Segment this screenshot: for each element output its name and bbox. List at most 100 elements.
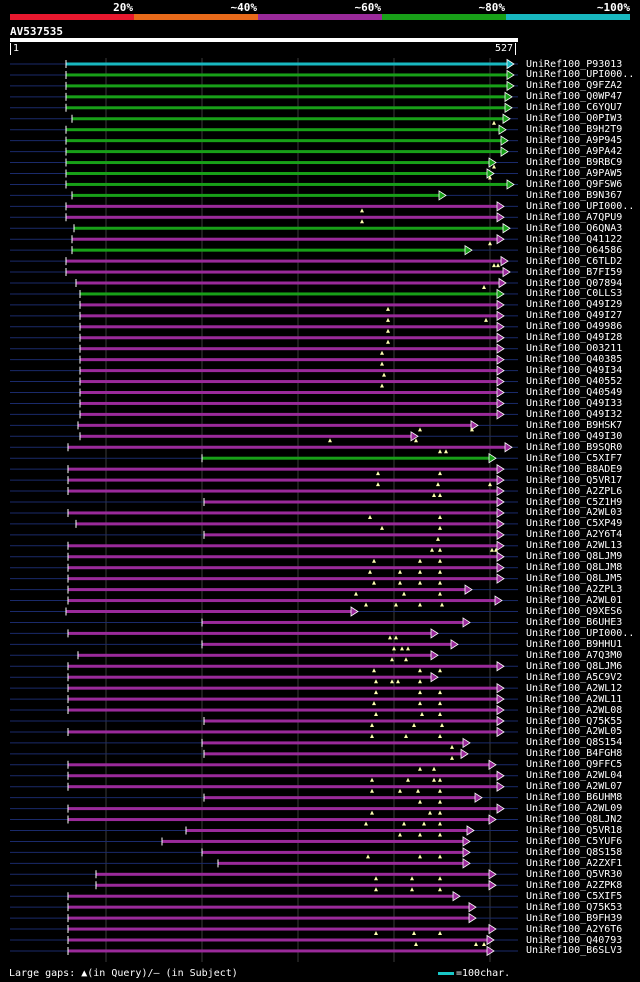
hit-label[interactable]: UniRef100_O03211 xyxy=(526,343,623,355)
hit-label[interactable]: UniRef100_Q75K53 xyxy=(526,901,623,913)
hit-label[interactable]: UniRef100_A2ZXF1 xyxy=(526,857,623,869)
query-gap-marker xyxy=(444,449,448,454)
hit-bar xyxy=(68,905,470,909)
hit-arrow xyxy=(488,452,497,464)
hit-label[interactable]: UniRef100_O64586 xyxy=(526,244,623,256)
hit-label[interactable]: UniRef100_B8ADE9 xyxy=(526,463,623,475)
hit-label[interactable]: UniRef100_A2WL04 xyxy=(526,770,623,782)
hit-label[interactable]: UniRef100_B9FH39 xyxy=(526,912,623,924)
hit-label[interactable]: UniRef100_A2WL13 xyxy=(526,540,623,552)
hit-label[interactable]: UniRef100_Q8LJM9 xyxy=(526,551,623,563)
hit-label[interactable]: UniRef100_A2WL09 xyxy=(526,803,623,815)
query-gap-marker xyxy=(380,383,384,388)
hit-label[interactable]: UniRef100_Q40552 xyxy=(526,376,623,388)
hit-label[interactable]: UniRef100_A7Q3M0 xyxy=(526,649,623,661)
hit-arrow xyxy=(486,934,495,946)
hit-label[interactable]: UniRef100_Q8LJN2 xyxy=(526,814,623,826)
hit-label[interactable]: UniRef100_B9N367 xyxy=(526,189,623,201)
query-gap-marker xyxy=(438,514,442,519)
hit-label[interactable]: UniRef100_Q9FFC5 xyxy=(526,759,623,771)
hit-label[interactable]: UniRef100_B9SQR0 xyxy=(526,441,623,453)
hit-label[interactable]: UniRef100_Q8S158 xyxy=(526,846,623,858)
query-gap-marker xyxy=(438,788,442,793)
hit-label[interactable]: UniRef100_Q0PIW3 xyxy=(526,113,623,125)
hit-label[interactable]: UniRef100_A5C9V2 xyxy=(526,671,623,683)
hit-label[interactable]: UniRef100_Q5VR17 xyxy=(526,474,623,486)
hit-arrow xyxy=(496,507,505,519)
hit-label[interactable]: UniRef100_P93013 xyxy=(526,58,623,70)
hit-label[interactable]: UniRef100_Q6QNA3 xyxy=(526,222,623,234)
hit-label[interactable]: UniRef100_A2WL03 xyxy=(526,507,623,519)
hit-label[interactable]: UniRef100_A2Y6T4 xyxy=(526,529,623,541)
hit-label[interactable]: UniRef100_Q40793 xyxy=(526,934,623,946)
hit-label[interactable]: UniRef100_A2WL12 xyxy=(526,682,623,694)
hit-label[interactable]: UniRef100_Q49I27 xyxy=(526,310,623,322)
hit-label[interactable]: UniRef100_C0LLS3 xyxy=(526,288,623,300)
hit-label[interactable]: UniRef100_Q0WP47 xyxy=(526,91,623,103)
hit-label[interactable]: UniRef100_Q75K55 xyxy=(526,715,623,727)
hit-arrow xyxy=(496,562,505,573)
hit-label[interactable]: UniRef100_C6YQU7 xyxy=(526,102,623,114)
query-gap-marker xyxy=(470,427,474,432)
hit-label[interactable]: UniRef100_Q9FZA2 xyxy=(526,80,623,92)
hit-label[interactable]: UniRef100_C5YUF6 xyxy=(526,835,623,847)
hit-label[interactable]: UniRef100_Q5VR30 xyxy=(526,868,623,880)
hit-label[interactable]: UniRef100_A2ZPK8 xyxy=(526,879,623,891)
hit-bar xyxy=(162,839,464,843)
query-gap-marker xyxy=(428,810,432,815)
hit-label[interactable]: UniRef100_A9PAW5 xyxy=(526,168,623,179)
hit-label[interactable]: UniRef100_Q07894 xyxy=(526,277,623,289)
hit-label[interactable]: UniRef100_UPI000.. xyxy=(526,627,635,639)
legend-label-20: 20% xyxy=(113,1,133,14)
hit-label[interactable]: UniRef100_A2WL07 xyxy=(526,781,623,793)
hit-label[interactable]: UniRef100_Q9FSW6 xyxy=(526,178,623,190)
hit-label[interactable]: UniRef100_A2WL05 xyxy=(526,726,623,738)
hit-label[interactable]: UniRef100_A7QPU9 xyxy=(526,211,623,223)
hit-label[interactable]: UniRef100_B9RBC9 xyxy=(526,157,623,169)
hit-label[interactable]: UniRef100_A2ZPL3 xyxy=(526,584,623,596)
hit-label[interactable]: UniRef100_Q41122 xyxy=(526,233,623,245)
hit-label[interactable]: UniRef100_B9HHU1 xyxy=(526,638,623,650)
hit-label[interactable]: UniRef100_Q49I33 xyxy=(526,397,623,409)
hit-label[interactable]: UniRef100_A2WL01 xyxy=(526,595,623,607)
hit-label[interactable]: UniRef100_Q8LJM8 xyxy=(526,562,623,574)
hit-label[interactable]: UniRef100_Q49I32 xyxy=(526,408,623,420)
hit-label[interactable]: UniRef100_Q49I29 xyxy=(526,299,623,311)
hit-bar xyxy=(218,861,464,865)
hit-label[interactable]: UniRef100_B6UHE3 xyxy=(526,616,623,628)
hit-label[interactable]: UniRef100_B7FI59 xyxy=(526,266,623,278)
hit-label[interactable]: UniRef100_Q9XES6 xyxy=(526,606,623,617)
hit-bar xyxy=(68,686,498,690)
hit-label[interactable]: UniRef100_Q8LJM6 xyxy=(526,660,623,672)
hit-label[interactable]: UniRef100_C5Z1H9 xyxy=(526,496,623,508)
query-gap-marker xyxy=(438,668,442,673)
hit-label[interactable]: UniRef100_Q49I34 xyxy=(526,365,623,377)
hit-label[interactable]: UniRef100_C5XP49 xyxy=(526,518,623,530)
hit-label[interactable]: UniRef100_B4FGH8 xyxy=(526,748,623,760)
hit-label[interactable]: UniRef100_C6TLD2 xyxy=(526,255,623,267)
hit-label[interactable]: UniRef100_Q49I30 xyxy=(526,430,623,442)
hit-label[interactable]: UniRef100_O49986 xyxy=(526,321,623,333)
hit-label[interactable]: UniRef100_Q40385 xyxy=(526,354,623,366)
query-gap-marker xyxy=(418,690,422,695)
hit-label[interactable]: UniRef100_Q8S154 xyxy=(526,737,623,749)
hit-label[interactable]: UniRef100_B6SLV3 xyxy=(526,945,623,957)
hit-label[interactable]: UniRef100_C5XIF7 xyxy=(526,452,623,464)
hit-label[interactable]: UniRef100_Q5VR18 xyxy=(526,825,623,836)
hit-label[interactable]: UniRef100_Q40549 xyxy=(526,387,623,398)
hit-label[interactable]: UniRef100_A2WL08 xyxy=(526,704,623,716)
hit-label[interactable]: UniRef100_UPI000.. xyxy=(526,69,635,81)
hit-label[interactable]: UniRef100_A2ZPL6 xyxy=(526,485,623,497)
hit-label[interactable]: UniRef100_Q8LJM5 xyxy=(526,573,623,585)
hit-bar xyxy=(66,270,504,274)
hit-label[interactable]: UniRef100_Q49I28 xyxy=(526,332,623,344)
hit-label[interactable]: UniRef100_B9H2T9 xyxy=(526,124,623,136)
hit-label[interactable]: UniRef100_C5XIF5 xyxy=(526,890,623,902)
hit-label[interactable]: UniRef100_UPI000.. xyxy=(526,200,635,212)
hit-label[interactable]: UniRef100_A9PA42 xyxy=(526,146,623,158)
hit-label[interactable]: UniRef100_A2WL11 xyxy=(526,693,623,705)
hit-label[interactable]: UniRef100_A2Y6T6 xyxy=(526,923,623,935)
hit-label[interactable]: UniRef100_B9HSK7 xyxy=(526,419,623,431)
hit-label[interactable]: UniRef100_B6UHM8 xyxy=(526,792,623,804)
hit-label[interactable]: UniRef100_A9P945 xyxy=(526,135,623,147)
